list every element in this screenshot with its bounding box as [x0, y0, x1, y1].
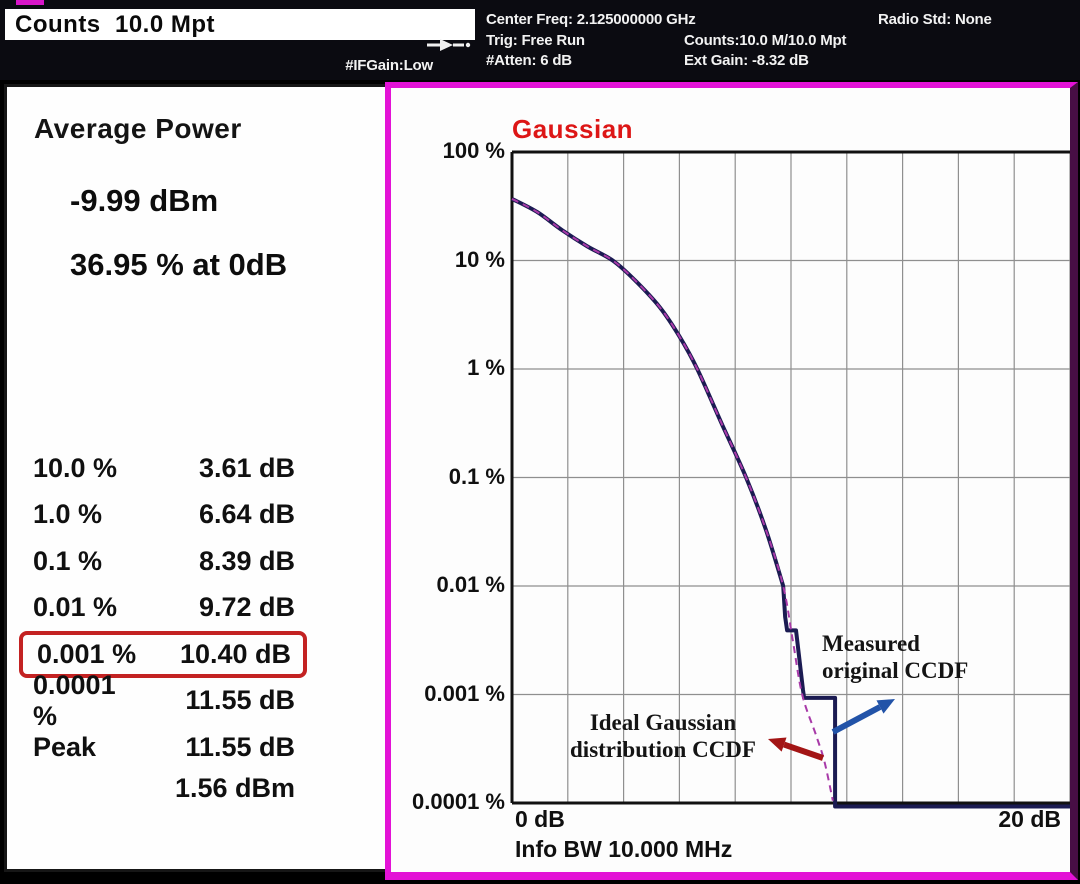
counts-title-box[interactable]: Counts 10.0 Mpt	[5, 9, 475, 40]
row-probability: 1.0 %	[33, 499, 103, 530]
table-row: 10.0 % 3.61 dB	[19, 445, 307, 492]
y-tick-label: 0.1 %	[448, 463, 505, 489]
y-tick-label: 0.01 %	[436, 572, 506, 597]
table-row: 0.01 % 9.72 dB	[19, 585, 307, 632]
row-probability: Peak	[33, 731, 97, 762]
row-value: 8.39 dB	[198, 545, 295, 576]
row-probability: 0.0001 %	[33, 669, 116, 731]
x-axis-label-0db: 0 dB	[515, 806, 565, 832]
row-probability: 0.01 %	[33, 592, 118, 623]
y-tick-label: 1 %	[467, 355, 505, 380]
counts-readout: Counts:10.0 M/10.0 Mpt	[684, 32, 847, 49]
free-run-trigger-icon	[427, 39, 471, 51]
row-probability: 0.1 %	[33, 545, 103, 576]
y-tick-label: 100 %	[442, 138, 505, 163]
pct-at-0db-value: 36.95 % at 0dB	[70, 247, 288, 282]
avg-power-title: Average Power	[34, 113, 242, 144]
row-value: 1.56 dBm	[174, 773, 295, 803]
table-row: 0.0001 % 11.55 dB	[19, 670, 307, 731]
annotation-ideal-ccdf: Ideal Gaussian distribution CCDF	[570, 710, 756, 762]
row-probability: 0.001 %	[37, 638, 137, 669]
center-freq-readout[interactable]: Center Freq: 2.125000000 GHz	[486, 11, 696, 28]
atten-readout[interactable]: #Atten: 6 dB	[486, 52, 572, 69]
stats-table: 10.0 % 3.61 dB 1.0 % 6.64 dB 0.1 % 8.39 dB 0.0…	[19, 445, 307, 807]
y-tick-label: 10 %	[454, 246, 505, 272]
y-tick-label: 0.001 %	[424, 680, 505, 706]
avg-power-value: -9.99 dBm	[70, 183, 219, 218]
x-axis-label-20db: 20 dB	[998, 806, 1061, 832]
y-tick-label: 0.0001 %	[412, 789, 505, 814]
radio-std-readout[interactable]: Radio Std: None	[878, 11, 992, 28]
magenta-sliver	[16, 0, 44, 5]
table-row: 0.001 % 10.40 dB	[19, 631, 307, 678]
row-value: 11.55 dB	[185, 685, 295, 716]
counts-title: Counts 10.0 Mpt	[15, 10, 216, 38]
row-value: 11.55 dB	[185, 731, 295, 762]
row-probability: 10.0 %	[33, 452, 118, 483]
row-value: 9.72 dB	[198, 592, 295, 623]
ccdf-plot[interactable]	[385, 82, 1078, 880]
ccdf-chart-panel: Gaussian 100 % 10 % 1 % 0.1 % 0.01 % 0.001 % 0…	[385, 82, 1078, 880]
table-row: Peak 11.55 dB	[19, 724, 307, 771]
trigger-readout[interactable]: Trig: Free Run	[486, 32, 585, 49]
ifgain-status: #IFGain:Low	[345, 57, 433, 74]
header-bar: Counts 10.0 Mpt #IFGain:Low Center Freq:…	[0, 0, 1080, 80]
metrics-panel: Average Power -9.99 dBm 36.95 % at 0dB 1…	[4, 84, 394, 872]
gaussian-label: Gaussian	[512, 114, 634, 144]
table-row: 1.56 dBm	[19, 771, 307, 807]
row-value: 10.40 dB	[179, 638, 291, 669]
annotation-measured-ccdf: Measured original CCDF	[822, 631, 969, 683]
ext-gain-readout: Ext Gain: -8.32 dB	[684, 52, 809, 69]
info-bw-label: Info BW 10.000 MHz	[515, 836, 733, 862]
row-value: 6.64 dB	[198, 499, 295, 530]
table-row: 1.0 % 6.64 dB	[19, 492, 307, 539]
row-value: 3.61 dB	[198, 452, 295, 483]
table-row: 0.1 % 8.39 dB	[19, 538, 307, 585]
